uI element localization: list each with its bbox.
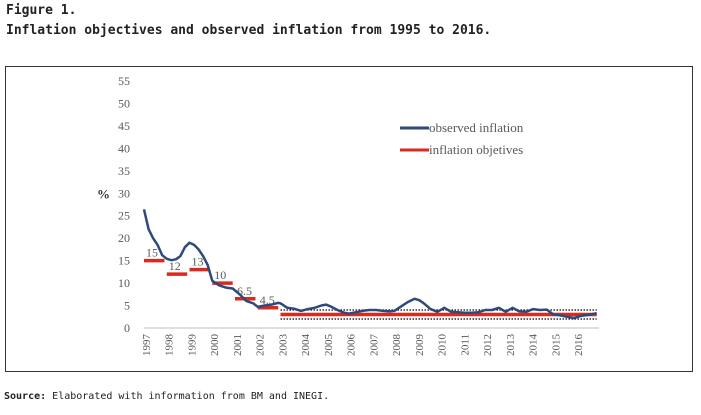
legend-objectives-label: inflation objetives [429, 142, 523, 157]
y-tick-label: 55 [118, 74, 130, 88]
x-tick-label: 2009 [414, 334, 426, 357]
x-tick-label: 1999 [186, 334, 198, 357]
inflation-chart: 0 5 10 15 20 25 30 35 40 45 50 55% 1997 1998 1999 2000… [97, 74, 599, 357]
x-tick-label: 2002 [255, 334, 267, 356]
y-tick-label: 40 [118, 141, 130, 155]
source-text: Elaborated with information from BM and … [46, 391, 330, 402]
y-tick-label: 45 [118, 119, 130, 133]
x-tick-label: 2010 [437, 334, 449, 357]
x-tick-label: 2000 [209, 334, 221, 357]
x-tick-label: 2013 [505, 334, 517, 357]
y-tick-label: 5 [124, 299, 130, 313]
y-tick-label: 0 [124, 321, 130, 335]
x-tick-label: 2005 [323, 334, 335, 357]
x-tick-label: 2011 [459, 334, 471, 356]
x-tick-label: 1997 [141, 334, 153, 357]
objective-data-label: 4.5 [260, 293, 275, 307]
observed-inflation-line [142, 209, 597, 320]
figure-label: Figure 1. [6, 3, 77, 18]
figure-title: Inflation objectives and observed inflat… [6, 23, 492, 38]
y-tick-label: 25 [118, 209, 130, 223]
objective-data-label: 13 [192, 255, 204, 269]
objective-data-label: 12 [169, 259, 181, 273]
x-tick-label: 2016 [573, 334, 585, 357]
y-tick-label: 35 [118, 164, 130, 178]
x-tick-label: 2007 [368, 334, 380, 357]
legend: observed inflation inflation objetives [400, 120, 524, 157]
x-tick-label: 1998 [164, 334, 176, 357]
observed-inflation-series [142, 209, 597, 320]
source-label: Source: [4, 391, 47, 402]
y-tick-label: 20 [118, 231, 130, 245]
legend-observed-label: observed inflation [429, 120, 524, 135]
x-tick-label: 2006 [346, 334, 358, 357]
chart-frame: 0 5 10 15 20 25 30 35 40 45 50 55% 1997 1998 1999 2000… [5, 66, 693, 372]
x-tick-label: 2014 [528, 334, 540, 357]
y-axis-label: % [97, 186, 110, 201]
objective-data-label: 15 [146, 246, 158, 260]
y-tick-label: 15 [118, 254, 130, 268]
x-tick-label: 2012 [482, 334, 494, 356]
x-tick-label: 2003 [277, 334, 289, 357]
x-tick-label: 2001 [232, 334, 244, 356]
source-note: Source: Elaborated with information from… [4, 391, 329, 402]
y-tick-label: 50 [118, 96, 130, 110]
x-axis: 1997 1998 1999 2000 2001 2002 2003 2004 2005 2006… [141, 327, 599, 357]
objective-data-label: 10 [214, 268, 226, 282]
y-tick-label: 10 [118, 276, 130, 290]
y-axis: 0 5 10 15 20 25 30 35 40 45 50 55% [97, 74, 130, 335]
x-tick-label: 2004 [300, 334, 312, 357]
y-tick-label: 30 [118, 186, 130, 200]
x-tick-label: 2008 [391, 334, 403, 357]
x-tick-label: 2015 [550, 334, 562, 357]
